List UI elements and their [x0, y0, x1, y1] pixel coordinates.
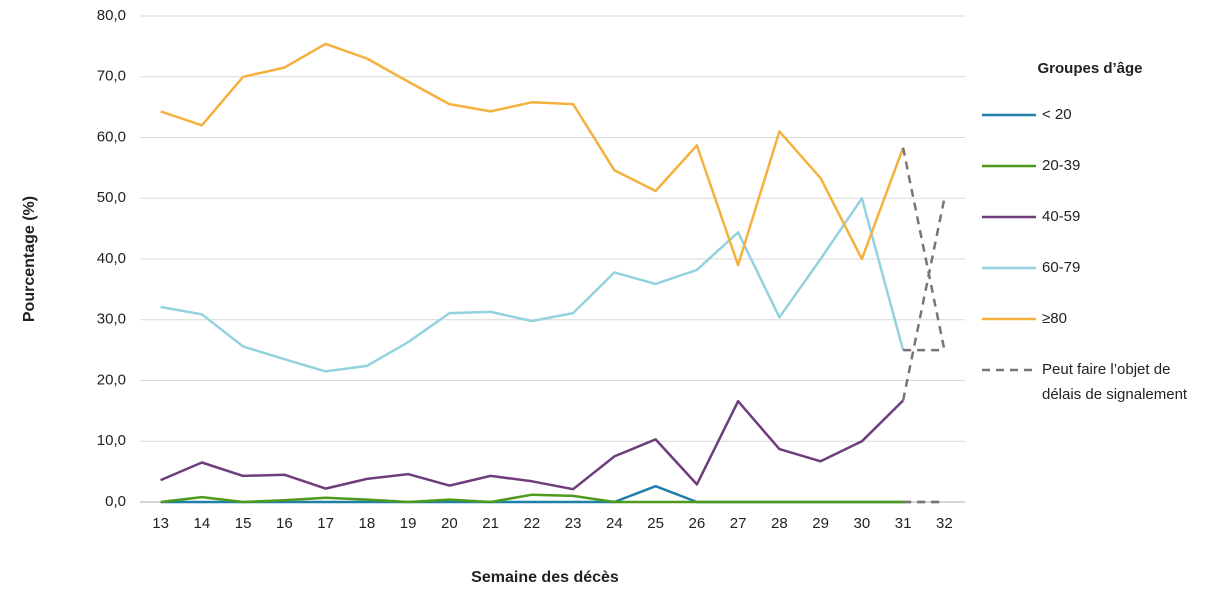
legend-title: Groupes d’âge — [1037, 60, 1142, 77]
legend-label: ≥80 — [1042, 310, 1067, 327]
x-tick-label: 32 — [936, 515, 953, 532]
x-axis-title: Semaine des décès — [471, 569, 619, 586]
legend-label: 20-39 — [1042, 157, 1080, 174]
x-tick-label: 21 — [482, 515, 499, 532]
y-tick-label: 10,0 — [97, 432, 126, 449]
x-tick-label: 24 — [606, 515, 623, 532]
y-tick-label: 20,0 — [97, 371, 126, 388]
x-tick-label: 23 — [565, 515, 582, 532]
legend-label: délais de signalement — [1042, 386, 1188, 403]
y-tick-label: 80,0 — [97, 7, 126, 24]
series-line — [160, 493, 904, 504]
series-line — [160, 399, 904, 491]
x-tick-label: 30 — [854, 515, 871, 532]
legend-label: 60-79 — [1042, 259, 1080, 276]
y-tick-label: 30,0 — [97, 311, 126, 328]
x-tick-label: 27 — [730, 515, 747, 532]
x-tick-label: 26 — [689, 515, 706, 532]
x-tick-label: 14 — [194, 515, 211, 532]
x-tick-label: 22 — [524, 515, 541, 532]
x-tick-label: 19 — [400, 515, 417, 532]
x-tick-label: 16 — [276, 515, 293, 532]
y-tick-label: 0,0 — [105, 493, 126, 510]
legend-label: < 20 — [1042, 106, 1072, 123]
provisional-line — [901, 147, 946, 351]
legend-label: 40-59 — [1042, 208, 1080, 225]
series-line — [160, 42, 905, 267]
x-tick-label: 29 — [812, 515, 829, 532]
x-tick-label: 17 — [317, 515, 334, 532]
x-tick-label: 20 — [441, 515, 458, 532]
x-tick-label: 15 — [235, 515, 252, 532]
provisional-line — [901, 198, 946, 401]
y-tick-label: 70,0 — [97, 68, 126, 85]
x-tick-label: 13 — [152, 515, 169, 532]
x-tick-label: 31 — [895, 515, 912, 532]
x-tick-label: 28 — [771, 515, 788, 532]
x-tick-label: 18 — [359, 515, 376, 532]
y-tick-label: 60,0 — [97, 128, 126, 145]
legend-label: Peut faire l’objet de — [1042, 361, 1170, 378]
series-line — [160, 197, 905, 373]
y-tick-label: 50,0 — [97, 189, 126, 206]
y-axis-title: Pourcentage (%) — [21, 196, 38, 322]
x-tick-label: 25 — [647, 515, 664, 532]
y-tick-label: 40,0 — [97, 250, 126, 267]
